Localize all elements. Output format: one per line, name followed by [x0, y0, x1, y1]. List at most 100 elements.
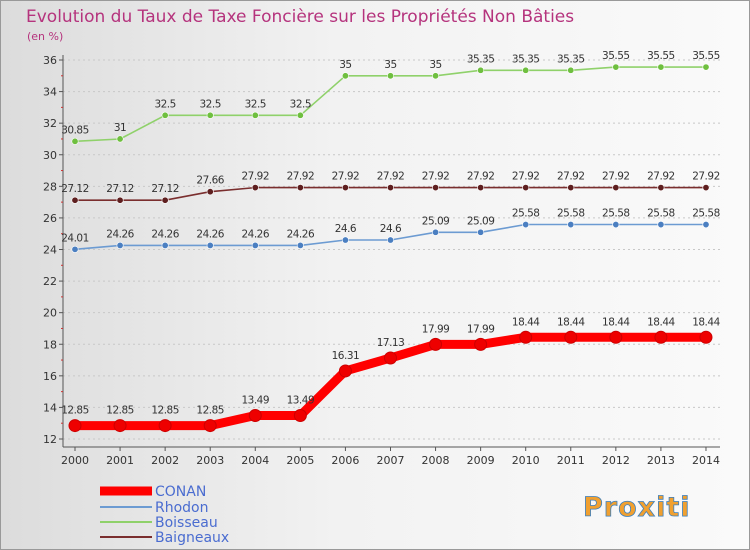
point-rhodon-2007 — [386, 236, 394, 244]
point-baigneaux-2004 — [251, 184, 259, 192]
data-label-conan-2001: 12.85 — [106, 405, 134, 417]
x-tick-label-2003: 2003 — [196, 454, 224, 467]
data-label-boisseau-2002: 32.5 — [154, 98, 175, 110]
data-label-rhodon-2003: 24.26 — [196, 228, 224, 240]
data-label-conan-2004: 13.49 — [241, 394, 269, 406]
y-tick-label-16: 16 — [43, 370, 57, 383]
point-rhodon-2013 — [657, 221, 665, 229]
y-tick-label-36: 36 — [43, 54, 57, 67]
data-label-boisseau-2006: 35 — [339, 59, 351, 71]
data-label-conan-2012: 18.44 — [602, 316, 630, 328]
data-label-baigneaux-2008: 27.92 — [422, 171, 450, 183]
y-tick-label-34: 34 — [43, 86, 57, 99]
data-label-rhodon-2012: 25.58 — [602, 208, 630, 220]
data-label-conan-2009: 17.99 — [467, 323, 495, 335]
point-conan-2005 — [293, 408, 307, 422]
data-label-baigneaux-2011: 27.92 — [557, 171, 585, 183]
x-tick-label-2006: 2006 — [331, 454, 359, 467]
data-label-rhodon-2001: 24.26 — [106, 228, 134, 240]
legend-label-rhodon: Rhodon — [155, 500, 209, 516]
x-tick-label-2011: 2011 — [557, 454, 585, 467]
point-conan-2006 — [338, 364, 352, 378]
data-label-baigneaux-2012: 27.92 — [602, 171, 630, 183]
point-conan-2010 — [519, 330, 533, 344]
data-label-boisseau-2008: 35 — [429, 59, 441, 71]
point-boisseau-2002 — [161, 111, 169, 119]
point-rhodon-2012 — [612, 221, 620, 229]
point-conan-2013 — [654, 330, 668, 344]
point-boisseau-2004 — [251, 111, 259, 119]
point-conan-2004 — [248, 408, 262, 422]
point-boisseau-2006 — [341, 72, 349, 80]
data-label-boisseau-2009: 35.35 — [467, 53, 495, 65]
point-baigneaux-2013 — [657, 184, 665, 192]
data-label-boisseau-2010: 35.35 — [512, 53, 540, 65]
data-label-conan-2003: 12.85 — [196, 405, 224, 417]
x-tick-label-2000: 2000 — [61, 454, 89, 467]
point-rhodon-2014 — [702, 221, 710, 229]
point-baigneaux-2006 — [341, 184, 349, 192]
proxiti-logo: Proxiti — [583, 492, 691, 524]
point-boisseau-2008 — [432, 72, 440, 80]
series-layer — [68, 63, 713, 433]
point-baigneaux-2005 — [296, 184, 304, 192]
y-tick-label-18: 18 — [43, 338, 57, 351]
axes — [62, 55, 720, 448]
point-boisseau-2005 — [296, 111, 304, 119]
data-label-rhodon-2000: 24.01 — [61, 232, 89, 244]
data-label-baigneaux-2006: 27.92 — [332, 171, 360, 183]
y-axis-ticks: 12 14 16 18 20 22 24 26 28 30 32 34 36 — [43, 54, 63, 446]
data-label-baigneaux-2004: 27.92 — [241, 171, 269, 183]
point-rhodon-2001 — [116, 241, 124, 249]
x-tick-label-2009: 2009 — [467, 454, 495, 467]
point-conan-2007 — [383, 351, 397, 365]
point-baigneaux-2011 — [567, 184, 575, 192]
data-label-rhodon-2008: 25.09 — [422, 215, 450, 227]
data-label-rhodon-2011: 25.58 — [557, 208, 585, 220]
data-label-conan-2007: 17.13 — [377, 337, 405, 349]
point-baigneaux-2002 — [161, 196, 169, 204]
data-label-boisseau-2000: 30.85 — [61, 124, 89, 136]
point-conan-2002 — [158, 419, 172, 433]
data-label-baigneaux-2014: 27.92 — [692, 171, 720, 183]
y-tick-label-22: 22 — [43, 275, 57, 288]
data-label-rhodon-2013: 25.58 — [647, 208, 675, 220]
data-label-baigneaux-2013: 27.92 — [647, 171, 675, 183]
point-rhodon-2008 — [432, 228, 440, 236]
y-tick-label-12: 12 — [43, 433, 57, 446]
data-label-rhodon-2002: 24.26 — [151, 228, 179, 240]
data-label-conan-2010: 18.44 — [512, 316, 540, 328]
data-label-rhodon-2006: 24.6 — [335, 223, 357, 235]
point-rhodon-2005 — [296, 241, 304, 249]
x-axis-ticks: 2000 2001 2002 2003 2004 2005 2006 2007 2008 2009… — [61, 447, 720, 467]
point-baigneaux-2012 — [612, 184, 620, 192]
data-label-conan-2013: 18.44 — [647, 316, 675, 328]
x-tick-label-2013: 2013 — [647, 454, 675, 467]
point-rhodon-2011 — [567, 221, 575, 229]
legend-label-conan: CONAN — [155, 484, 206, 500]
point-baigneaux-2008 — [432, 184, 440, 192]
data-label-conan-2006: 16.31 — [332, 350, 360, 362]
point-conan-2000 — [68, 419, 82, 433]
point-boisseau-2007 — [386, 72, 394, 80]
point-baigneaux-2010 — [522, 184, 530, 192]
point-conan-2009 — [474, 337, 488, 351]
point-baigneaux-2003 — [206, 188, 214, 196]
legend-label-boisseau: Boisseau — [155, 515, 218, 531]
point-boisseau-2001 — [116, 135, 124, 143]
x-tick-label-2010: 2010 — [512, 454, 540, 467]
point-conan-2003 — [203, 419, 217, 433]
data-label-baigneaux-2001: 27.12 — [106, 183, 134, 195]
chart-subtitle: (en %) — [27, 30, 63, 43]
y-tick-label-26: 26 — [43, 212, 57, 225]
x-tick-label-2008: 2008 — [422, 454, 450, 467]
point-boisseau-2003 — [206, 111, 214, 119]
data-label-rhodon-2014: 25.58 — [692, 208, 720, 220]
data-label-rhodon-2009: 25.09 — [467, 215, 495, 227]
logo-text: Proxiti — [583, 492, 691, 523]
y-tick-label-14: 14 — [43, 401, 57, 414]
point-rhodon-2006 — [341, 236, 349, 244]
data-label-boisseau-2014: 35.55 — [692, 50, 720, 62]
